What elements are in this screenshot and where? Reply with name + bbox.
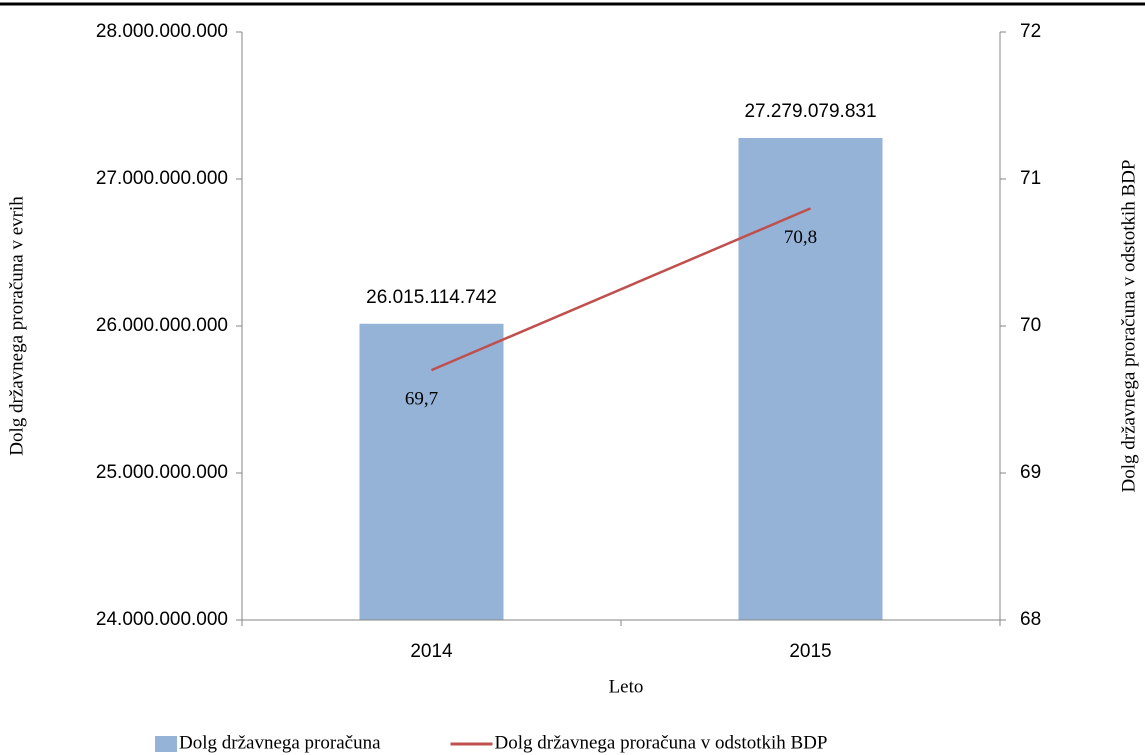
bar-value-label: 26.015.114.742: [366, 287, 497, 308]
y2-tick-label: 71: [1020, 168, 1041, 189]
y-tick-label: 25.000.000.000: [96, 462, 228, 483]
line: [431, 207, 811, 372]
y2-tick-label: 70: [1020, 315, 1041, 336]
y2-axis-title: Dolg državnega proračuna v odstotkih BDP: [1118, 160, 1139, 493]
x-axis-title: Leto: [609, 676, 644, 697]
y2-tick-label: 68: [1020, 609, 1041, 630]
y-tick-label: 24.000.000.000: [96, 609, 228, 630]
y2-tick-label: 72: [1020, 21, 1041, 42]
y2-tick-label: 69: [1020, 462, 1041, 483]
legend-swatch: [155, 736, 177, 752]
y-tick-label: 26.000.000.000: [96, 315, 228, 336]
legend-label: Dolg državnega proračuna v odstotkih BDP: [495, 732, 828, 753]
bar: [359, 323, 504, 620]
bar: [738, 137, 883, 620]
x-tick-label: 2015: [789, 641, 831, 662]
bar-value-label: 27.279.079.831: [744, 101, 876, 122]
x-tick-label: 2014: [410, 641, 453, 662]
line-value-label: 70,8: [784, 227, 817, 248]
line-value-label: 69,7: [405, 388, 438, 409]
y-tick-label: 27.000.000.000: [96, 168, 228, 189]
y-tick-label: 28.000.000.000: [96, 21, 228, 42]
legend-label: Dolg državnega proračuna: [179, 732, 381, 753]
y-axis-title: Dolg državnega proračuna v evrih: [6, 196, 27, 456]
